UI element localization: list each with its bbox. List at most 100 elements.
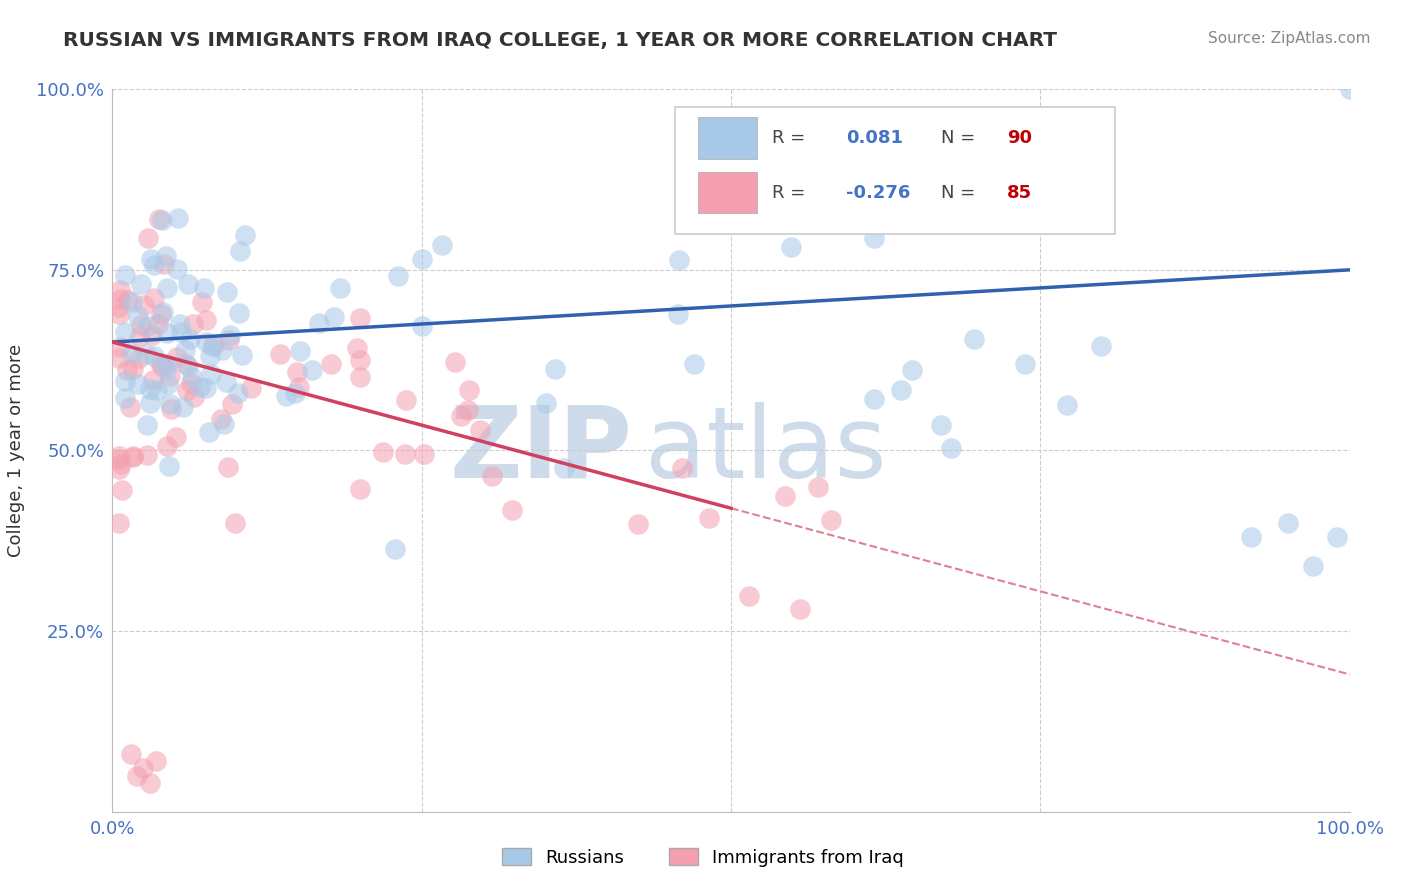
Point: [136, 231, 159, 245]
Point: [202, 338, 225, 352]
Point: [901, 363, 924, 377]
Text: 85: 85: [1007, 184, 1032, 202]
Point: [411, 252, 433, 267]
Point: [807, 480, 830, 494]
Point: [671, 461, 693, 475]
Point: [666, 307, 689, 321]
Point: [215, 285, 238, 299]
Point: [145, 754, 167, 768]
Point: [217, 459, 239, 474]
Point: [155, 362, 177, 376]
Point: [226, 385, 249, 400]
Point: [329, 281, 352, 295]
Point: [138, 776, 160, 790]
Point: [457, 403, 479, 417]
Point: [174, 343, 197, 357]
Point: [1302, 559, 1324, 574]
FancyBboxPatch shape: [697, 117, 756, 159]
Point: [269, 346, 291, 360]
Point: [411, 318, 433, 333]
Point: [156, 439, 179, 453]
Point: [114, 374, 136, 388]
Point: [121, 345, 143, 359]
Text: N =: N =: [942, 128, 981, 146]
Point: [139, 395, 162, 409]
Point: [139, 252, 162, 266]
Point: [863, 230, 886, 244]
Point: [346, 341, 368, 355]
Point: [138, 318, 160, 333]
Point: [114, 325, 136, 339]
Point: [152, 305, 174, 319]
Point: [789, 601, 811, 615]
Point: [198, 349, 221, 363]
Point: [195, 334, 218, 349]
Text: 90: 90: [1007, 128, 1032, 146]
Point: [150, 359, 173, 374]
Point: [450, 409, 472, 424]
Point: [231, 349, 253, 363]
Point: [165, 430, 187, 444]
Point: [135, 417, 157, 432]
Point: [108, 340, 131, 354]
Point: [319, 357, 342, 371]
Point: [107, 462, 129, 476]
Point: [157, 377, 180, 392]
Point: [117, 363, 139, 377]
Point: [146, 384, 169, 398]
Point: [890, 384, 912, 398]
Point: [150, 213, 173, 227]
Point: [129, 277, 152, 292]
Point: [129, 318, 152, 332]
Text: RUSSIAN VS IMMIGRANTS FROM IRAQ COLLEGE, 1 YEAR OR MORE CORRELATION CHART: RUSSIAN VS IMMIGRANTS FROM IRAQ COLLEGE,…: [63, 31, 1057, 50]
Point: [111, 483, 134, 497]
Point: [169, 318, 191, 332]
FancyBboxPatch shape: [697, 171, 756, 213]
Point: [127, 769, 149, 783]
Point: [773, 489, 796, 503]
Point: [501, 503, 523, 517]
Point: [1240, 530, 1263, 544]
Point: [863, 392, 886, 406]
Point: [108, 284, 131, 298]
Point: [697, 511, 720, 525]
Y-axis label: College, 1 year or more: College, 1 year or more: [7, 344, 25, 557]
Point: [121, 450, 143, 464]
Point: [373, 445, 395, 459]
Point: [108, 293, 131, 307]
Text: ZIP: ZIP: [450, 402, 633, 499]
Point: [384, 542, 406, 557]
Point: [120, 747, 142, 761]
Point: [143, 258, 166, 272]
Point: [157, 458, 180, 473]
Point: [156, 281, 179, 295]
Point: [683, 357, 706, 371]
Point: [121, 362, 143, 376]
Point: [820, 512, 842, 526]
Point: [224, 516, 246, 530]
Point: [107, 307, 129, 321]
Point: [349, 370, 371, 384]
Point: [150, 307, 173, 321]
Point: [179, 332, 201, 346]
Point: [194, 380, 217, 394]
Point: [188, 380, 211, 394]
Point: [159, 368, 181, 383]
FancyBboxPatch shape: [675, 107, 1115, 234]
Point: [1326, 530, 1348, 544]
Point: [323, 310, 346, 324]
Point: [228, 305, 250, 319]
Point: [395, 393, 418, 408]
Point: [412, 447, 434, 461]
Point: [127, 309, 149, 323]
Point: [114, 392, 136, 406]
Point: [536, 396, 558, 410]
Point: [444, 355, 467, 369]
Point: [122, 449, 145, 463]
Point: [166, 211, 188, 225]
Point: [132, 761, 155, 775]
Point: [176, 277, 198, 291]
Point: [141, 328, 163, 343]
Text: 0.081: 0.081: [846, 128, 903, 146]
Point: [349, 482, 371, 496]
